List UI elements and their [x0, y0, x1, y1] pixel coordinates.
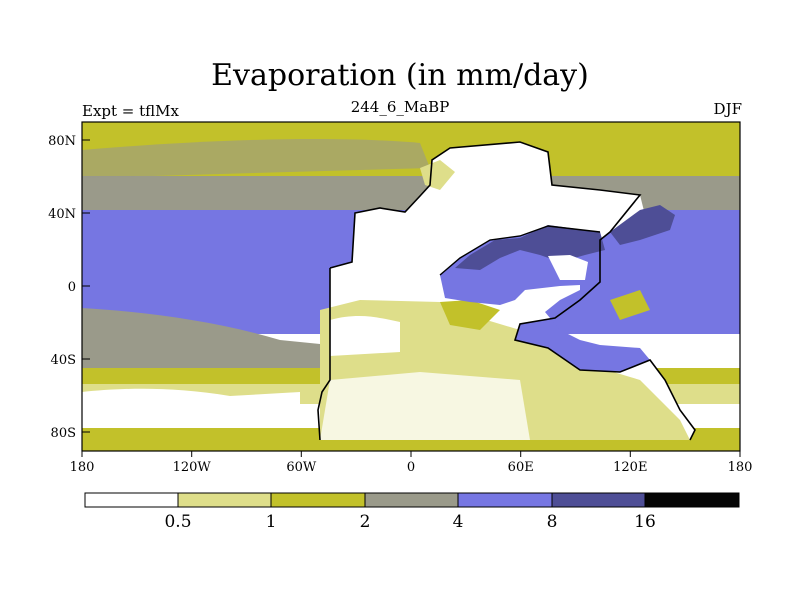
- colorbar-label: 8: [547, 512, 558, 532]
- band-antarctic: [82, 388, 300, 430]
- lat-tick-label: 0: [68, 280, 76, 295]
- colorbar-box: [177, 492, 272, 508]
- colorbar-box: [364, 492, 459, 508]
- season-label: DJF: [713, 100, 742, 118]
- colorbar-label: 4: [453, 512, 464, 532]
- colorbar-box: [551, 492, 646, 508]
- lat-tick-label: 80N: [48, 134, 76, 149]
- colorbar-label: 16: [634, 512, 656, 532]
- lon-axis: 180 120W 60W 0 60E 120E 180: [70, 451, 753, 475]
- lat-tick-label: 40N: [48, 207, 76, 222]
- experiment-label: Expt = tflMx: [82, 102, 179, 120]
- lon-tick-label: 0: [407, 460, 415, 475]
- colorbar-box: [84, 492, 179, 508]
- lon-tick-label: 60W: [286, 460, 317, 475]
- lon-tick-label: 120E: [613, 460, 647, 475]
- lon-tick-label: 60E: [508, 460, 534, 475]
- coastline: [317, 141, 696, 441]
- time-label: 244_6_MaBP: [350, 98, 450, 116]
- lat-tick-label: 40S: [51, 353, 76, 368]
- lat-axis: 80N 40N 0 40S 80S: [48, 134, 90, 441]
- colorbar: 0.5 1 2 4 8 16: [84, 492, 740, 532]
- colorbar-label: 1: [266, 512, 277, 532]
- colorbar-box: [644, 492, 740, 508]
- colorbar-box: [457, 492, 553, 508]
- colorbar-label: 2: [360, 512, 371, 532]
- lon-tick-label: 180: [728, 460, 753, 475]
- colorbar-box: [270, 492, 366, 508]
- lat-tick-label: 80S: [51, 426, 76, 441]
- evaporation-field: [82, 122, 740, 451]
- colorbar-label: 0.5: [164, 512, 191, 532]
- lon-tick-label: 180: [70, 460, 95, 475]
- lon-tick-label: 120W: [173, 460, 212, 475]
- map-title: Evaporation (in mm/day): [211, 58, 589, 93]
